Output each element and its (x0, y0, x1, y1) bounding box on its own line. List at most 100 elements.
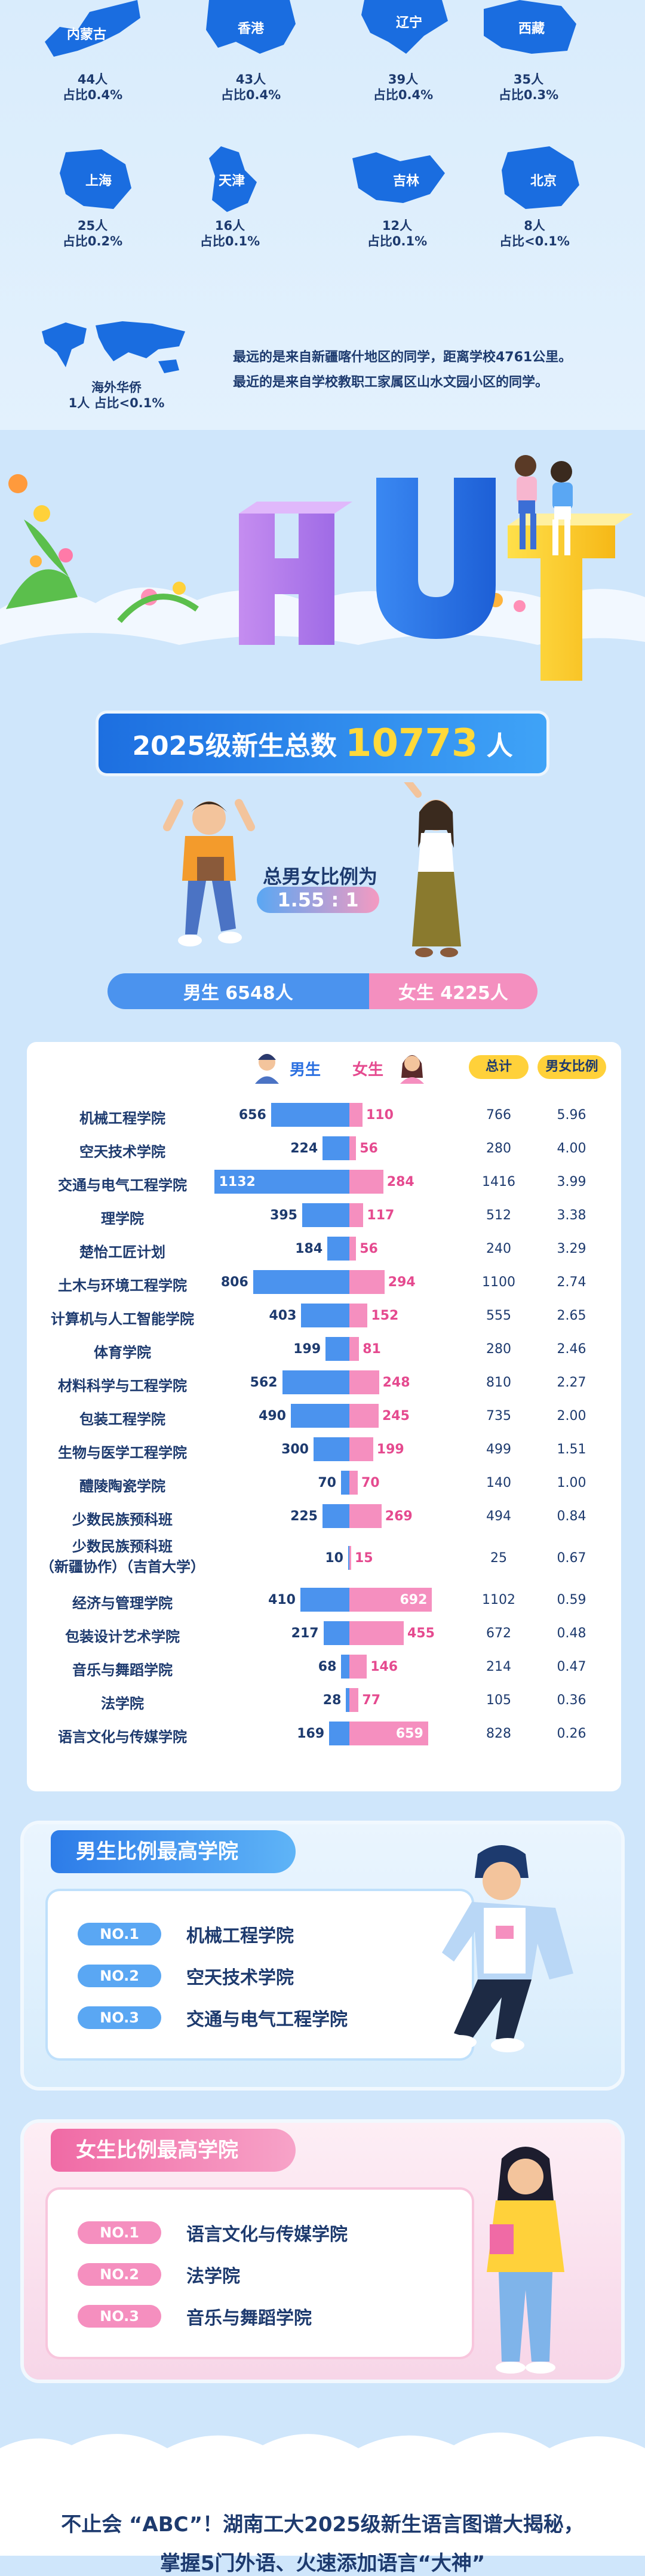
region-map-label: 辽宁 (396, 15, 422, 30)
row-ratio: 1.00 (557, 1475, 586, 1490)
ratio-label: 总男女比例为 (263, 865, 378, 888)
hut-banner: H U T (0, 455, 645, 681)
total-banner: 2025级新生总数 10773 人 (99, 714, 546, 773)
region-card: 内蒙古 44人 占比0.4% (33, 0, 152, 103)
female-count-label: 455 (407, 1626, 435, 1641)
male-count-label: 1132 (219, 1175, 256, 1189)
row-college-name: 音乐与舞蹈学院 (72, 1662, 173, 1679)
female-bar (349, 1170, 383, 1194)
female-bar (349, 1722, 428, 1745)
region-map-label: 北京 (530, 173, 557, 189)
region-card: 天津 16人 占比0.1% (170, 146, 290, 249)
female-bar (349, 1504, 382, 1528)
row-college-name: 机械工程学院 (79, 1110, 165, 1127)
row-total: 214 (486, 1659, 511, 1674)
region-count: 39人 (388, 72, 419, 87)
female-count-label: 56 (360, 1241, 378, 1256)
row-total: 555 (486, 1308, 511, 1323)
total-prefix: 2025级新生总数 (132, 731, 337, 761)
total-header: 总计 (469, 1055, 529, 1079)
row-total: 672 (486, 1626, 511, 1641)
female-bar (349, 1203, 364, 1227)
male-bar (282, 1370, 349, 1394)
male-bar (291, 1404, 349, 1428)
region-card: 西藏 35人 占比0.3% (469, 0, 588, 103)
note-nearest: 最近的是来自学校教职工家属区山水文园小区的同学。 (233, 375, 549, 390)
male-bar (314, 1437, 349, 1461)
row-college-name: 材料科学与工程学院 (58, 1378, 187, 1394)
girl-book-illustration (487, 2147, 564, 2374)
row-college-name: 楚怡工匠计划 (79, 1244, 165, 1261)
female-count-label: 692 (400, 1593, 428, 1607)
cloud-shape (0, 633, 645, 681)
row-ratio: 0.84 (557, 1509, 586, 1524)
row-total: 766 (486, 1108, 511, 1123)
overseas-name: 海外华侨 (91, 380, 142, 395)
row-college-name-line1: 少数民族预科班 (72, 1538, 173, 1555)
female-bar (349, 1621, 404, 1645)
male-total-segment: 男生 6548人 (108, 973, 369, 1009)
male-bar (302, 1203, 349, 1227)
rank-badge: NO.3 (78, 2305, 161, 2328)
boy-illustration (163, 799, 255, 946)
female-count-label: 294 (388, 1275, 416, 1290)
footer-text-line2[interactable]: 掌握5门外语、火速添加语言“大神” (159, 2552, 486, 2575)
region-share: 占比0.4% (220, 88, 281, 102)
male-count-label: 225 (290, 1509, 318, 1524)
flowers-icon (6, 474, 526, 623)
region-card-overseas: 海外华侨 1人 占比<0.1% (39, 316, 194, 411)
female-bar (349, 1237, 357, 1261)
region-share: 占比0.3% (498, 88, 559, 102)
region-count: 8人 (524, 219, 545, 233)
female-header: 女生 (352, 1061, 384, 1079)
letter-h: H (239, 502, 352, 645)
row-total: 735 (486, 1409, 511, 1424)
region-map-icon: 香港 (206, 0, 296, 54)
female-count-label: 284 (386, 1175, 414, 1189)
male-bar (322, 1136, 349, 1160)
ratio-value: 1.55 : 1 (257, 887, 379, 913)
region-card: 上海 25人 占比0.2% (33, 146, 152, 249)
row-college-name: 醴陵陶瓷学院 (79, 1478, 165, 1495)
male-bar (300, 1588, 349, 1612)
female-count-label: 248 (382, 1375, 410, 1390)
row-total: 1416 (482, 1175, 515, 1189)
row-ratio: 0.36 (557, 1693, 586, 1708)
row-ratio: 0.67 (557, 1551, 586, 1566)
footer-text-line1[interactable]: 不止会 “ABC”！湖南工大2025级新生语言图谱大揭秘， (61, 2513, 584, 2537)
region-map-label: 内蒙古 (67, 27, 106, 42)
female-top-title: 女生比例最高学院 (51, 2129, 296, 2172)
region-count: 35人 (513, 72, 544, 87)
row-college-name: 法学院 (101, 1695, 144, 1712)
list-item: NO.1 机械工程学院 (78, 1921, 294, 1947)
rank-college: 语言文化与传媒学院 (186, 2224, 348, 2245)
region-card: 吉林 12人 占比0.1% (337, 146, 457, 249)
female-count-label: 245 (382, 1409, 410, 1424)
row-total: 512 (486, 1208, 511, 1223)
female-count-label: 199 (376, 1442, 404, 1457)
male-count-label: 169 (297, 1726, 325, 1741)
row-total: 25 (490, 1551, 507, 1566)
male-bar (329, 1722, 349, 1745)
row-total: 105 (486, 1693, 511, 1708)
male-count-label: 199 (293, 1342, 321, 1357)
row-ratio: 1.51 (557, 1442, 586, 1457)
row-ratio: 3.29 (557, 1241, 586, 1256)
students-illustration (515, 455, 573, 555)
list-item: NO.2 法学院 (78, 2261, 240, 2288)
row-ratio: 3.99 (557, 1175, 586, 1189)
letter-u: U (376, 478, 496, 639)
distance-note: 最远的是来自新疆喀什地区的同学，距离学校4761公里。 最近的是来自学校教职工家… (233, 345, 615, 395)
rank-badge: NO.2 (78, 1965, 161, 1987)
row-college-name: 包装工程学院 (79, 1411, 165, 1428)
region-share: 占比0.4% (373, 88, 434, 102)
row-college-name: 交通与电气工程学院 (58, 1177, 187, 1194)
row-ratio: 2.27 (557, 1375, 586, 1390)
list-item: NO.2 空天技术学院 (78, 1963, 294, 1989)
row-ratio: 5.96 (557, 1108, 586, 1123)
rank-college: 交通与电气工程学院 (186, 2009, 348, 2030)
female-bar (349, 1437, 373, 1461)
female-bar (349, 1655, 367, 1679)
region-count: 25人 (77, 219, 108, 233)
region-map-label: 西藏 (518, 21, 545, 36)
